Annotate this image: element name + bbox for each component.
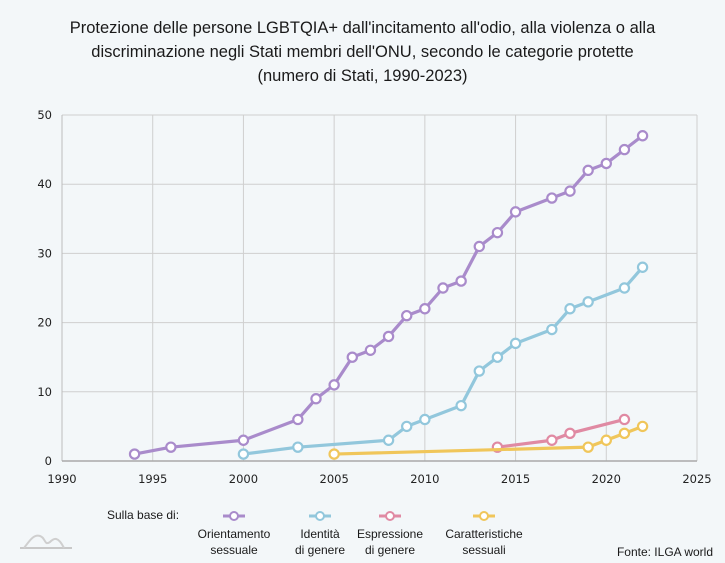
data-point	[455, 399, 467, 412]
y-tick-label: 0	[45, 454, 52, 468]
legend-label: di genere	[364, 543, 416, 557]
legend-label: Espressione	[356, 527, 424, 541]
data-point	[473, 240, 485, 253]
legend-label: sessuali	[462, 543, 506, 557]
y-tick-label: 10	[37, 385, 52, 399]
legend-label: Caratteristiche	[445, 527, 523, 541]
chart-title-line-1: Protezione delle persone LGBTQIA+ dall'i…	[69, 19, 656, 37]
legend-marker	[385, 511, 395, 521]
series-orientamento-sessuale	[128, 130, 649, 460]
data-point	[564, 185, 576, 197]
chart-title: Protezione delle persone LGBTQIA+ dall'i…	[0, 16, 725, 88]
legend-swatch	[223, 511, 245, 521]
y-tick-label: 50	[37, 108, 52, 122]
legend-label: Orientamento	[197, 527, 271, 541]
data-point	[564, 303, 576, 315]
x-tick-label: 1990	[47, 472, 76, 486]
data-point	[237, 434, 250, 446]
series-line	[243, 266, 644, 456]
x-tick-label: 1995	[138, 472, 167, 486]
data-point	[419, 413, 431, 426]
series-espressione-di-genere	[491, 413, 631, 453]
legend-swatch	[473, 511, 495, 521]
data-point	[636, 420, 649, 433]
line-chart: 1990 1995 2000 2005 2010 2015 2020 2025 0 10 20 30 4…	[37, 108, 711, 486]
grid	[62, 114, 698, 461]
data-point	[618, 143, 631, 156]
legend-label: di genere	[294, 543, 346, 557]
data-point	[600, 434, 612, 446]
legend-marker	[315, 511, 325, 521]
data-point	[546, 192, 558, 204]
data-point	[491, 226, 504, 239]
data-point	[546, 323, 558, 336]
data-point	[582, 296, 594, 308]
data-point	[364, 344, 377, 356]
legend-marker	[229, 511, 239, 521]
legend-item: Orientamento sessuale	[179, 510, 289, 558]
data-point	[382, 330, 395, 343]
y-tick-label: 30	[37, 246, 52, 260]
series-identit-di-genere	[237, 261, 649, 460]
series-group	[128, 130, 649, 460]
data-point	[564, 427, 576, 440]
data-point	[292, 413, 304, 426]
chart-title-line-2: discriminazione negli Stati membri dell'…	[91, 43, 634, 61]
legend-swatch	[309, 511, 331, 521]
x-tick-label: 2015	[501, 472, 530, 486]
data-point	[165, 441, 177, 453]
data-point	[473, 365, 485, 377]
series-line	[134, 134, 644, 456]
legend-item: Identità di genere	[265, 510, 375, 558]
data-point	[346, 351, 358, 363]
x-tick-label: 2010	[410, 472, 439, 486]
data-point	[328, 379, 340, 391]
legend-label: Identità	[300, 527, 340, 541]
legend-title: Sulla base di:	[107, 508, 180, 522]
legend-item: Espressione di genere	[335, 510, 445, 558]
data-point	[509, 337, 522, 350]
data-point	[509, 206, 522, 218]
data-point	[455, 275, 467, 287]
y-tick-label: 20	[37, 316, 52, 330]
y-tick-label: 40	[37, 177, 52, 191]
data-point	[419, 303, 431, 315]
legend-item: Caratteristiche sessuali	[429, 510, 539, 558]
data-point	[582, 441, 594, 453]
data-point	[128, 448, 141, 460]
data-point	[237, 448, 250, 460]
x-tick-label: 2020	[592, 472, 621, 486]
data-point	[636, 261, 649, 273]
legend-swatch	[379, 511, 401, 521]
chart-title-line-3: (numero di Stati, 1990-2023)	[257, 67, 468, 85]
data-point	[328, 448, 340, 460]
data-point	[382, 434, 395, 446]
x-tick-label: 2025	[682, 472, 711, 486]
data-point	[437, 282, 449, 294]
data-point	[582, 164, 594, 177]
axes: 1990 1995 2000 2005 2010 2015 2020 2025 0 10 20 30 4…	[37, 108, 711, 486]
x-tick-label: 2000	[229, 472, 258, 486]
legend-marker	[479, 511, 489, 521]
legend-label: sessuale	[210, 543, 258, 557]
data-point	[618, 427, 631, 440]
data-point	[401, 420, 413, 433]
data-point	[292, 441, 304, 453]
data-point	[618, 413, 631, 426]
data-point	[310, 393, 322, 405]
data-point	[401, 309, 413, 322]
data-point	[618, 282, 631, 294]
source-note: Fonte: ILGA world	[616, 545, 713, 559]
data-point	[636, 130, 649, 142]
data-point	[491, 351, 504, 363]
data-point	[600, 157, 612, 170]
series-caratteristiche-sessuali	[328, 420, 649, 460]
mountain-logo-icon	[20, 534, 72, 549]
series-line	[497, 417, 625, 449]
data-point	[546, 434, 558, 446]
x-tick-label: 2005	[320, 472, 349, 486]
